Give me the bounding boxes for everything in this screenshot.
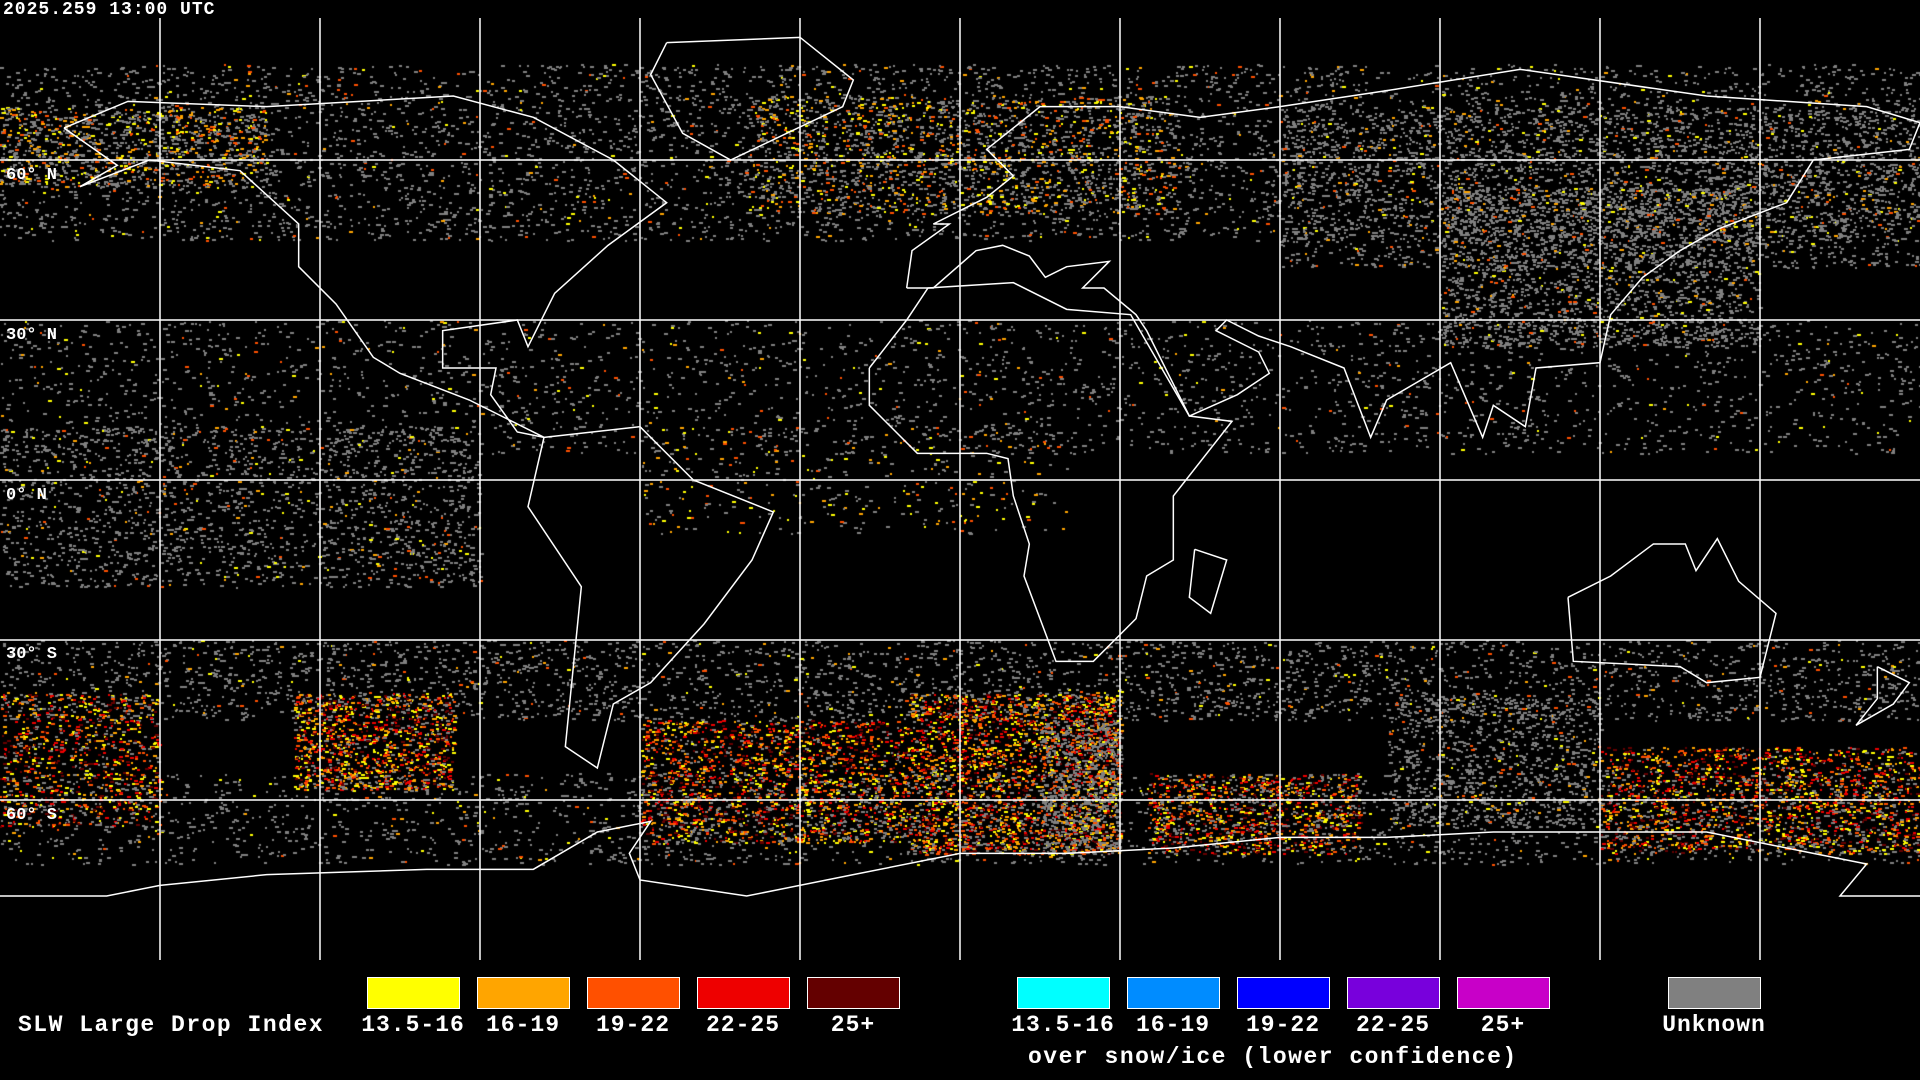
legend-title: SLW Large Drop Index [18,1012,325,1038]
timestamp: 2025.259 13:00 UTC [3,0,216,20]
snow-ice-caption: over snow/ice (lower confidence) [1028,1044,1518,1070]
legend-snow-1-label: 16-19 [1135,1012,1210,1038]
legend-main-4-label: 25+ [830,1012,876,1038]
legend-snow-4-label: 25+ [1480,1012,1526,1038]
legend-main-0-swatch [367,977,460,1009]
map-panel [0,0,1920,960]
legend-unknown-label: Unknown [1662,1012,1766,1038]
legend-snow-1-swatch [1127,977,1220,1009]
coastline-australia [1567,537,1777,684]
coastline-grid-overlay [0,18,1920,960]
coastline-south-america [527,425,775,770]
legend-snow-2-swatch [1237,977,1330,1009]
legend-snow-4-swatch [1457,977,1550,1009]
legend-main-1-swatch [477,977,570,1009]
legend-main-0-label: 13.5-16 [361,1012,465,1038]
legend-snow-3-swatch [1347,977,1440,1009]
legend-main-4-swatch [807,977,900,1009]
legend-main-2-label: 19-22 [595,1012,670,1038]
legend-main-3-label: 22-25 [705,1012,780,1038]
coastline-madagascar [1188,548,1228,615]
legend: SLW Large Drop Index 13.5-16 16-19 19-22 22… [0,960,1920,1080]
lat-label-60s: 60° S [6,806,58,825]
coastline-africa [868,281,1234,663]
lat-label-0n: 0° N [6,486,47,505]
lat-label-30n: 30° N [6,326,58,345]
coastline-greenland [649,36,855,161]
legend-main-1-label: 16-19 [485,1012,560,1038]
lat-label-30s: 30° S [6,645,58,664]
legend-main-3-swatch [697,977,790,1009]
coastline-europe-asia [905,68,1920,440]
legend-unknown-swatch [1668,977,1761,1009]
legend-main-2-swatch [587,977,680,1009]
legend-snow-0-swatch [1017,977,1110,1009]
coastline-north-america [63,95,668,439]
coastline-antarctica [0,820,1920,897]
coastline-new-zealand [1855,665,1911,726]
legend-snow-2-label: 19-22 [1245,1012,1320,1038]
legend-snow-0-label: 13.5-16 [1011,1012,1115,1038]
legend-snow-3-label: 22-25 [1355,1012,1430,1038]
lat-label-60n: 60° N [6,166,58,185]
